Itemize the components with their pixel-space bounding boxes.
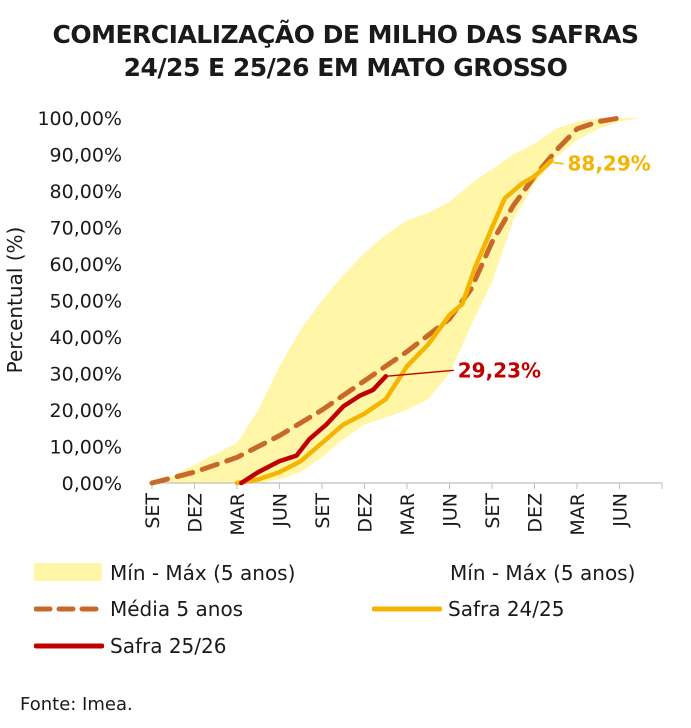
- chart-title-line1: COMERCIALIZAÇÃO DE MILHO DAS SAFRAS: [52, 20, 639, 49]
- axis-layer: 0,00% 10,00% 20,00% 30,00% 40,00% 50,00% 60,00…: [37, 108, 663, 536]
- x-tick-label: DEZ: [355, 493, 377, 533]
- series-line-media: [149, 115, 622, 486]
- x-tick-label: MAR: [227, 493, 249, 536]
- series-line-safra-2526: [239, 374, 389, 486]
- legend-label-band-duplicate: Mín - Máx (5 anos): [450, 561, 636, 585]
- y-tick-label: 50,00%: [50, 291, 122, 313]
- x-tick-label: JUN: [610, 493, 632, 528]
- x-tick-label: SET: [482, 493, 504, 529]
- min-max-band-layer: [152, 118, 641, 483]
- y-tick-label: 80,00%: [50, 181, 122, 203]
- y-tick-label: 90,00%: [50, 145, 122, 167]
- y-tick-label: 60,00%: [50, 254, 122, 276]
- legend-swatch-band: [34, 563, 102, 581]
- y-tick-label: 70,00%: [50, 218, 122, 240]
- annotation-leader-line: [553, 161, 564, 165]
- annotation-label-safra-2526: 29,23%: [458, 358, 541, 382]
- x-tick-label: DEZ: [185, 493, 207, 533]
- x-tick-label: SET: [312, 493, 334, 529]
- legend-label-media: Média 5 anos: [110, 597, 244, 621]
- min-max-band: [152, 118, 641, 483]
- annotation-label-safra-2425: 88,29%: [568, 152, 651, 176]
- x-tick-label: JUN: [440, 493, 462, 528]
- y-axis-label: Percentual (%): [3, 227, 27, 374]
- x-tick-label: MAR: [567, 493, 589, 536]
- legend-swatch-safra-2425: [372, 606, 442, 612]
- x-tick-label: JUN: [270, 493, 292, 528]
- x-tick-label: SET: [142, 493, 164, 529]
- annotation-leader-line: [385, 369, 454, 378]
- y-tick-label: 10,00%: [50, 437, 122, 459]
- legend-label-band: Mín - Máx (5 anos): [110, 561, 296, 585]
- source-note: Fonte: Imea.: [20, 694, 133, 715]
- x-tick-label: MAR: [397, 493, 419, 536]
- series-line-safra-2425: [234, 158, 554, 486]
- series-layer: [149, 115, 622, 486]
- y-tick-label: 30,00%: [50, 364, 122, 386]
- y-tick-label: 100,00%: [37, 108, 122, 130]
- y-tick-label: 40,00%: [50, 327, 122, 349]
- legend-label-safra-2526: Safra 25/26: [110, 634, 227, 658]
- y-tick-label: 20,00%: [50, 400, 122, 422]
- annotation-layer: 29,23% 88,29%: [385, 152, 651, 382]
- legend-label-safra-2425: Safra 24/25: [448, 597, 565, 621]
- y-tick-label: 0,00%: [62, 473, 122, 495]
- chart-title: COMERCIALIZAÇÃO DE MILHO DAS SAFRAS 24/2…: [0, 18, 691, 84]
- x-tick-label: DEZ: [525, 493, 547, 533]
- legend-swatch-safra-2526: [34, 643, 104, 649]
- legend-swatch-media: [34, 606, 104, 612]
- chart-title-line2: 24/25 E 25/26 EM MATO GROSSO: [123, 53, 568, 82]
